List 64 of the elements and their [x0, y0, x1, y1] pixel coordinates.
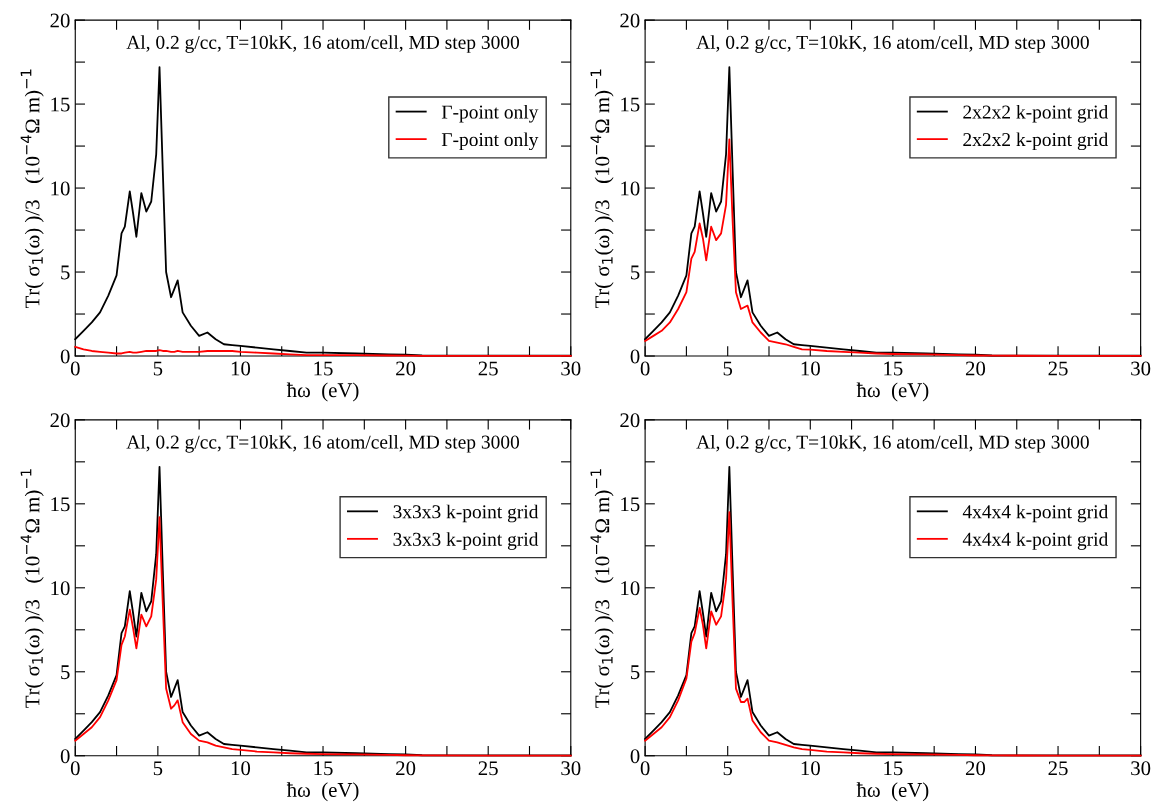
- legend-label: 2x2x2 k-point grid: [963, 104, 1109, 123]
- x-tick-label: 5: [153, 761, 163, 776]
- y-tick-label: 0: [630, 349, 640, 364]
- y-tick-label: 15: [621, 497, 640, 512]
- legend-label: 3x3x3 k-point grid: [393, 532, 539, 550]
- x-tick-label: 30: [561, 361, 581, 376]
- legend-label: 4x4x4 k-point grid: [962, 504, 1109, 523]
- y-tick-label: 5: [631, 265, 640, 280]
- y-tick-label: 15: [621, 97, 640, 112]
- legend-label: Γ-point only: [441, 104, 539, 123]
- x-tick-label: 25: [478, 761, 498, 776]
- y-tick-label: 0: [630, 749, 640, 764]
- x-tick-label: 10: [801, 361, 820, 376]
- x-tick-label: 30: [1131, 761, 1151, 776]
- y-axis-title: Tr( σ$_{1}$(ω) )/3 (10$^{−4}$Ω m)$^{−1}$: [590, 469, 614, 708]
- legend-label: 2x2x2 k-point grid: [963, 132, 1109, 151]
- x-tick-label: 30: [1131, 361, 1151, 376]
- y-tick-label: 20: [620, 13, 640, 28]
- y-tick-label: 20: [620, 413, 640, 428]
- y-axis-title: Tr( σ$_{1}$(ω) )/3 (10$^{−4}$Ω m)$^{−1}$: [590, 69, 614, 309]
- legend-label: 4x4x4 k-point grid: [962, 532, 1109, 550]
- x-tick-label: 15: [884, 761, 903, 776]
- x-tick-label: 5: [153, 361, 163, 376]
- y-tick-label: 0: [60, 749, 70, 764]
- y-tick-label: 20: [50, 13, 70, 28]
- x-tick-label: 20: [396, 361, 416, 376]
- y-tick-label: 5: [61, 665, 70, 680]
- x-tick-label: 15: [314, 361, 333, 376]
- x-tick-label: 25: [1048, 761, 1068, 776]
- y-tick-label: 5: [61, 265, 70, 280]
- x-axis-title: ħω (eV): [856, 782, 929, 802]
- y-tick-label: 0: [60, 349, 70, 364]
- annotation: Al, 0.2 g/cc, T=10kK, 16 atom/cell, MD step 3000: [696, 434, 1089, 453]
- y-tick-label: 10: [51, 181, 70, 196]
- y-axis-title: Tr( σ$_{1}$(ω) )/3 (10$^{−4}$Ω m)$^{−1}$: [20, 69, 44, 309]
- x-tick-label: 10: [231, 761, 251, 776]
- x-tick-label: 20: [965, 761, 986, 776]
- x-tick-label: 25: [478, 361, 498, 376]
- annotation: Al, 0.2 g/cc, T=10kK, 16 atom/cell, MD step 3000: [126, 35, 520, 53]
- annotation: Al, 0.2 g/cc, T=10kK, 16 atom/cell, MD step 3000: [696, 35, 1089, 53]
- x-tick-label: 20: [396, 761, 416, 776]
- x-tick-label: 20: [965, 361, 986, 376]
- x-tick-label: 10: [801, 761, 820, 776]
- y-tick-label: 5: [631, 665, 640, 680]
- y-tick-label: 15: [51, 497, 70, 512]
- x-axis-title: ħω (eV): [286, 782, 359, 802]
- x-tick-label: 15: [884, 361, 903, 376]
- x-tick-label: 5: [723, 361, 733, 376]
- annotation: Al, 0.2 g/cc, T=10kK, 16 atom/cell, MD step 3000: [126, 434, 520, 453]
- y-tick-label: 10: [621, 181, 640, 196]
- legend-label: 3x3x3 k-point grid: [393, 504, 539, 523]
- y-tick-label: 10: [621, 581, 640, 596]
- y-tick-label: 10: [51, 581, 70, 596]
- y-axis-title: Tr( σ$_{1}$(ω) )/3 (10$^{−4}$Ω m)$^{−1}$: [20, 469, 44, 708]
- x-axis-title: ħω (eV): [856, 382, 929, 402]
- x-tick-label: 10: [231, 361, 251, 376]
- x-tick-label: 30: [561, 761, 581, 776]
- x-tick-label: 15: [314, 761, 333, 776]
- x-axis-title: ħω (eV): [286, 382, 359, 402]
- legend-label: Γ-point only: [441, 132, 539, 151]
- x-tick-label: 5: [723, 761, 733, 776]
- y-tick-label: 15: [51, 97, 70, 112]
- x-tick-label: 25: [1048, 361, 1068, 376]
- y-tick-label: 20: [50, 413, 70, 428]
